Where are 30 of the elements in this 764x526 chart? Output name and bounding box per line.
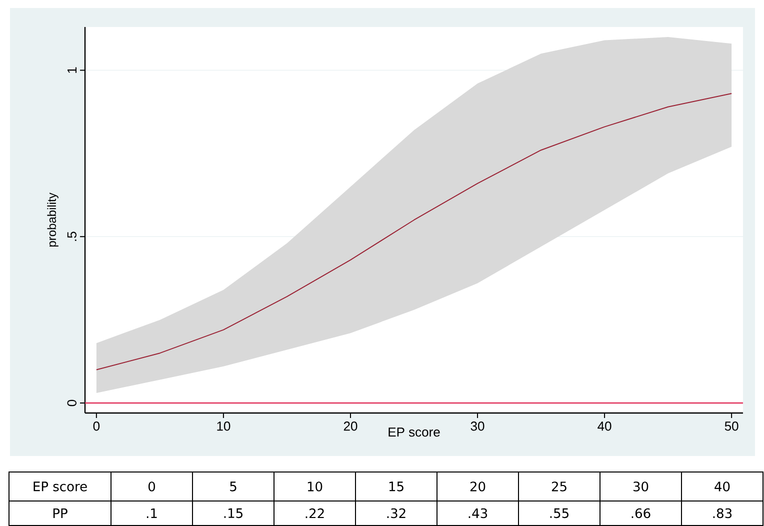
text: .32 [387, 508, 406, 518]
line-series [96, 93, 732, 370]
text: .66 [632, 508, 650, 518]
text: .1 [146, 508, 157, 518]
text: .55 [550, 508, 568, 518]
text: EP score [34, 482, 87, 492]
x-axis-title: EP score [388, 428, 440, 437]
text: 40 [714, 482, 730, 492]
text: .22 [306, 508, 324, 518]
text: 25 [552, 482, 566, 492]
text: 30 [633, 482, 648, 492]
y-tick-label: 1 [68, 67, 76, 73]
x-tick-label: 0 [93, 422, 100, 431]
x-tick-label: 20 [344, 422, 358, 431]
text: .15 [224, 508, 242, 518]
x-tick-label: 50 [724, 422, 738, 431]
text: 10 [308, 482, 322, 492]
y-tick-label: .5 [67, 232, 76, 241]
text: .43 [468, 508, 488, 518]
x-tick-label: 30 [470, 422, 484, 431]
x-tick-label: 40 [598, 422, 612, 431]
text: .83 [713, 508, 732, 518]
text: 0 [148, 482, 156, 492]
y-tick-label: 0 [67, 400, 76, 406]
text: 20 [470, 482, 486, 492]
x-tick-label: 10 [217, 422, 230, 431]
y-axis-title: probability [47, 192, 58, 247]
text: 15 [389, 482, 404, 492]
text: PP [53, 508, 68, 518]
text: 5 [230, 482, 236, 492]
